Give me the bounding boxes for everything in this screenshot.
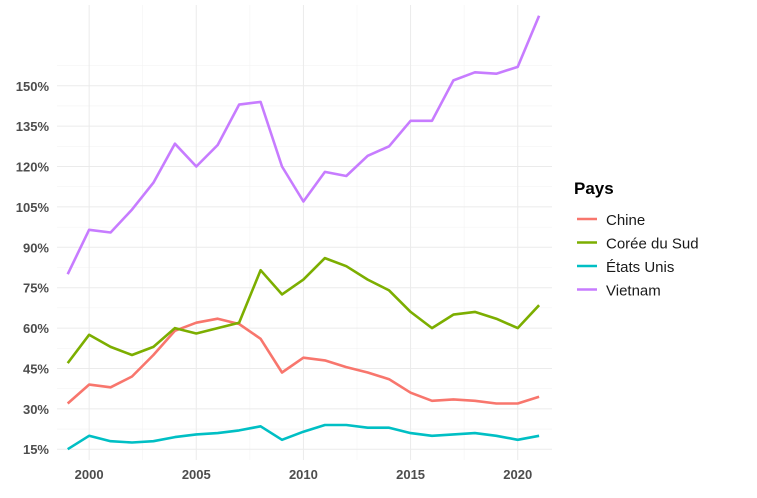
- y-tick-label: 60%: [23, 321, 49, 336]
- x-tick-label: 2005: [182, 467, 211, 482]
- y-tick-label: 75%: [23, 281, 49, 296]
- x-tick-label: 2015: [396, 467, 425, 482]
- legend-title: Pays: [574, 179, 614, 198]
- x-tick-label: 2010: [289, 467, 318, 482]
- legend-label-chine: Chine: [606, 212, 645, 229]
- y-tick-label: 30%: [23, 402, 49, 417]
- y-tick-label: 105%: [16, 200, 50, 215]
- series-lines: [66, 15, 541, 451]
- y-tick-label: 15%: [23, 442, 49, 457]
- y-tick-label: 135%: [16, 119, 50, 134]
- series-line-etats-unis: [67, 423, 540, 451]
- x-axis-ticks: 2000 2005 2010 2015 2020: [75, 467, 532, 482]
- x-tick-label: 2020: [503, 467, 532, 482]
- y-axis-ticks: 15% 30% 45% 60% 75% 90% 105% 120% 135% 150%: [16, 79, 50, 457]
- series-line-vietnam: [66, 15, 541, 275]
- legend-label-vietnam: Vietnam: [606, 283, 661, 300]
- y-tick-label: 150%: [16, 79, 50, 94]
- y-tick-label: 120%: [16, 160, 50, 175]
- series-line-chine: [66, 317, 540, 405]
- y-tick-label: 45%: [23, 361, 49, 376]
- legend: Pays Chine Corée du Sud États Unis Vietnam: [574, 179, 699, 300]
- legend-label-etats-unis: États Unis: [606, 259, 674, 276]
- legend-label-coree-du-sud: Corée du Sud: [606, 236, 699, 253]
- y-tick-label: 90%: [23, 240, 49, 255]
- series-line-coree-du-sud: [66, 256, 541, 364]
- x-tick-label: 2000: [75, 467, 104, 482]
